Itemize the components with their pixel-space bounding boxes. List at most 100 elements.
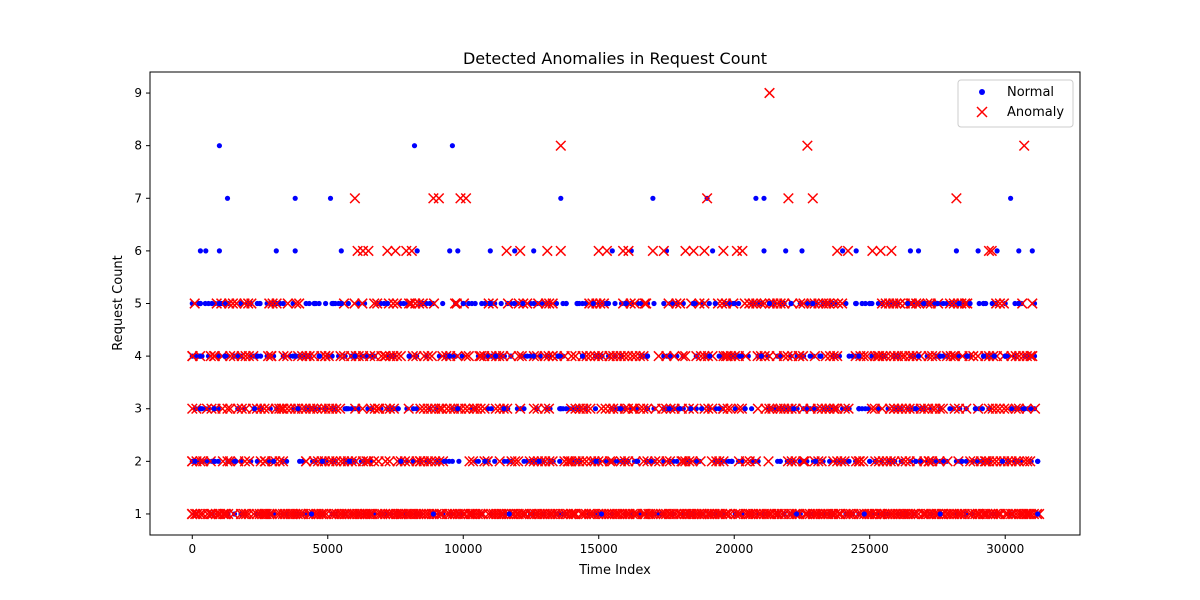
normal-point bbox=[592, 406, 599, 412]
anomaly-point bbox=[842, 245, 854, 257]
anomaly-point bbox=[836, 298, 848, 309]
normal-point bbox=[319, 458, 325, 464]
anomaly-point bbox=[869, 455, 881, 467]
anomaly-point bbox=[873, 455, 885, 467]
anomaly-point bbox=[541, 245, 553, 257]
normal-point bbox=[777, 458, 783, 464]
anomaly-point bbox=[823, 298, 835, 309]
anomaly-point bbox=[475, 508, 486, 520]
anomaly-point bbox=[611, 508, 623, 520]
normal-point bbox=[472, 300, 478, 307]
normal-point bbox=[812, 458, 819, 464]
anomaly-point bbox=[899, 508, 911, 520]
anomaly-point bbox=[320, 508, 332, 520]
anomaly-point bbox=[243, 455, 255, 467]
normal-point bbox=[197, 248, 203, 254]
anomaly-point bbox=[596, 403, 607, 415]
normal-point bbox=[197, 300, 203, 307]
anomaly-point bbox=[956, 508, 968, 520]
normal-point bbox=[455, 248, 461, 254]
anomaly-point bbox=[619, 403, 631, 415]
anomaly-point bbox=[753, 508, 765, 520]
anomaly-point bbox=[338, 298, 350, 309]
anomaly-point bbox=[759, 298, 770, 309]
normal-point bbox=[441, 458, 447, 464]
normal-point bbox=[737, 353, 743, 359]
anomaly-point bbox=[423, 508, 435, 520]
anomaly-point bbox=[471, 403, 483, 415]
normal-point bbox=[449, 143, 455, 149]
anomaly-point bbox=[902, 508, 914, 520]
anomaly-point bbox=[594, 298, 606, 309]
normal-point bbox=[736, 300, 742, 307]
anomaly-point bbox=[247, 350, 259, 362]
anomaly-point bbox=[1029, 403, 1041, 415]
anomaly-point bbox=[371, 298, 383, 309]
anomaly-point bbox=[296, 350, 308, 362]
anomaly-point bbox=[1021, 508, 1033, 520]
anomaly-point bbox=[730, 508, 741, 520]
normal-point bbox=[456, 458, 462, 464]
normal-point bbox=[492, 458, 498, 464]
normal-point bbox=[506, 511, 512, 517]
normal-point bbox=[501, 353, 507, 359]
anomaly-point bbox=[782, 350, 793, 362]
anomaly-point bbox=[493, 508, 504, 520]
anomaly-point bbox=[1026, 298, 1038, 309]
anomaly-point bbox=[449, 298, 461, 309]
anomaly-point bbox=[802, 140, 813, 152]
anomaly-point bbox=[742, 508, 754, 520]
anomaly-point bbox=[313, 508, 324, 520]
normal-point bbox=[856, 406, 862, 412]
normal-point bbox=[761, 248, 767, 254]
anomaly-point bbox=[820, 403, 831, 415]
anomaly-point bbox=[951, 508, 963, 520]
anomaly-point bbox=[581, 455, 592, 467]
normal-point bbox=[980, 300, 987, 307]
anomaly-point bbox=[661, 350, 672, 362]
anomaly-point bbox=[972, 403, 984, 415]
anomaly-point bbox=[797, 455, 809, 467]
normal-point bbox=[677, 406, 683, 412]
anomaly-point bbox=[531, 508, 543, 520]
anomaly-point bbox=[490, 403, 502, 415]
anomaly-point bbox=[831, 350, 843, 362]
anomaly-point bbox=[246, 298, 257, 309]
anomaly-point bbox=[501, 245, 512, 257]
anomaly-point bbox=[264, 508, 275, 520]
normal-point bbox=[666, 406, 672, 412]
chart-title: Detected Anomalies in Request Count bbox=[463, 49, 767, 68]
anomaly-point bbox=[1010, 455, 1022, 467]
normal-point bbox=[953, 248, 960, 254]
anomaly-point bbox=[364, 350, 376, 362]
anomaly-point bbox=[764, 87, 775, 99]
normal-point bbox=[311, 300, 317, 307]
normal-point bbox=[612, 300, 618, 307]
anomaly-point bbox=[318, 508, 329, 520]
anomaly-point bbox=[242, 298, 254, 309]
anomaly-point bbox=[585, 403, 596, 415]
anomaly-point bbox=[353, 350, 365, 362]
normal-point bbox=[590, 300, 596, 307]
anomaly-point bbox=[638, 455, 649, 467]
anomaly-point bbox=[733, 403, 745, 415]
normal-point bbox=[1008, 195, 1014, 201]
anomaly-point bbox=[759, 350, 771, 362]
normal-point bbox=[558, 195, 564, 201]
anomaly-point bbox=[850, 350, 862, 362]
anomaly-point bbox=[547, 298, 559, 309]
anomaly-point bbox=[812, 403, 824, 415]
anomaly-point bbox=[475, 350, 487, 362]
anomaly-point bbox=[737, 245, 748, 257]
anomaly-point bbox=[326, 508, 337, 520]
normal-point bbox=[514, 300, 521, 307]
anomaly-point bbox=[896, 403, 908, 415]
normal-point bbox=[913, 458, 919, 464]
anomaly-point bbox=[327, 455, 338, 467]
anomaly-point bbox=[722, 403, 733, 415]
normal-point bbox=[295, 406, 301, 412]
anomaly-point bbox=[295, 508, 307, 520]
anomaly-point bbox=[303, 508, 314, 520]
normal-point bbox=[609, 248, 615, 254]
